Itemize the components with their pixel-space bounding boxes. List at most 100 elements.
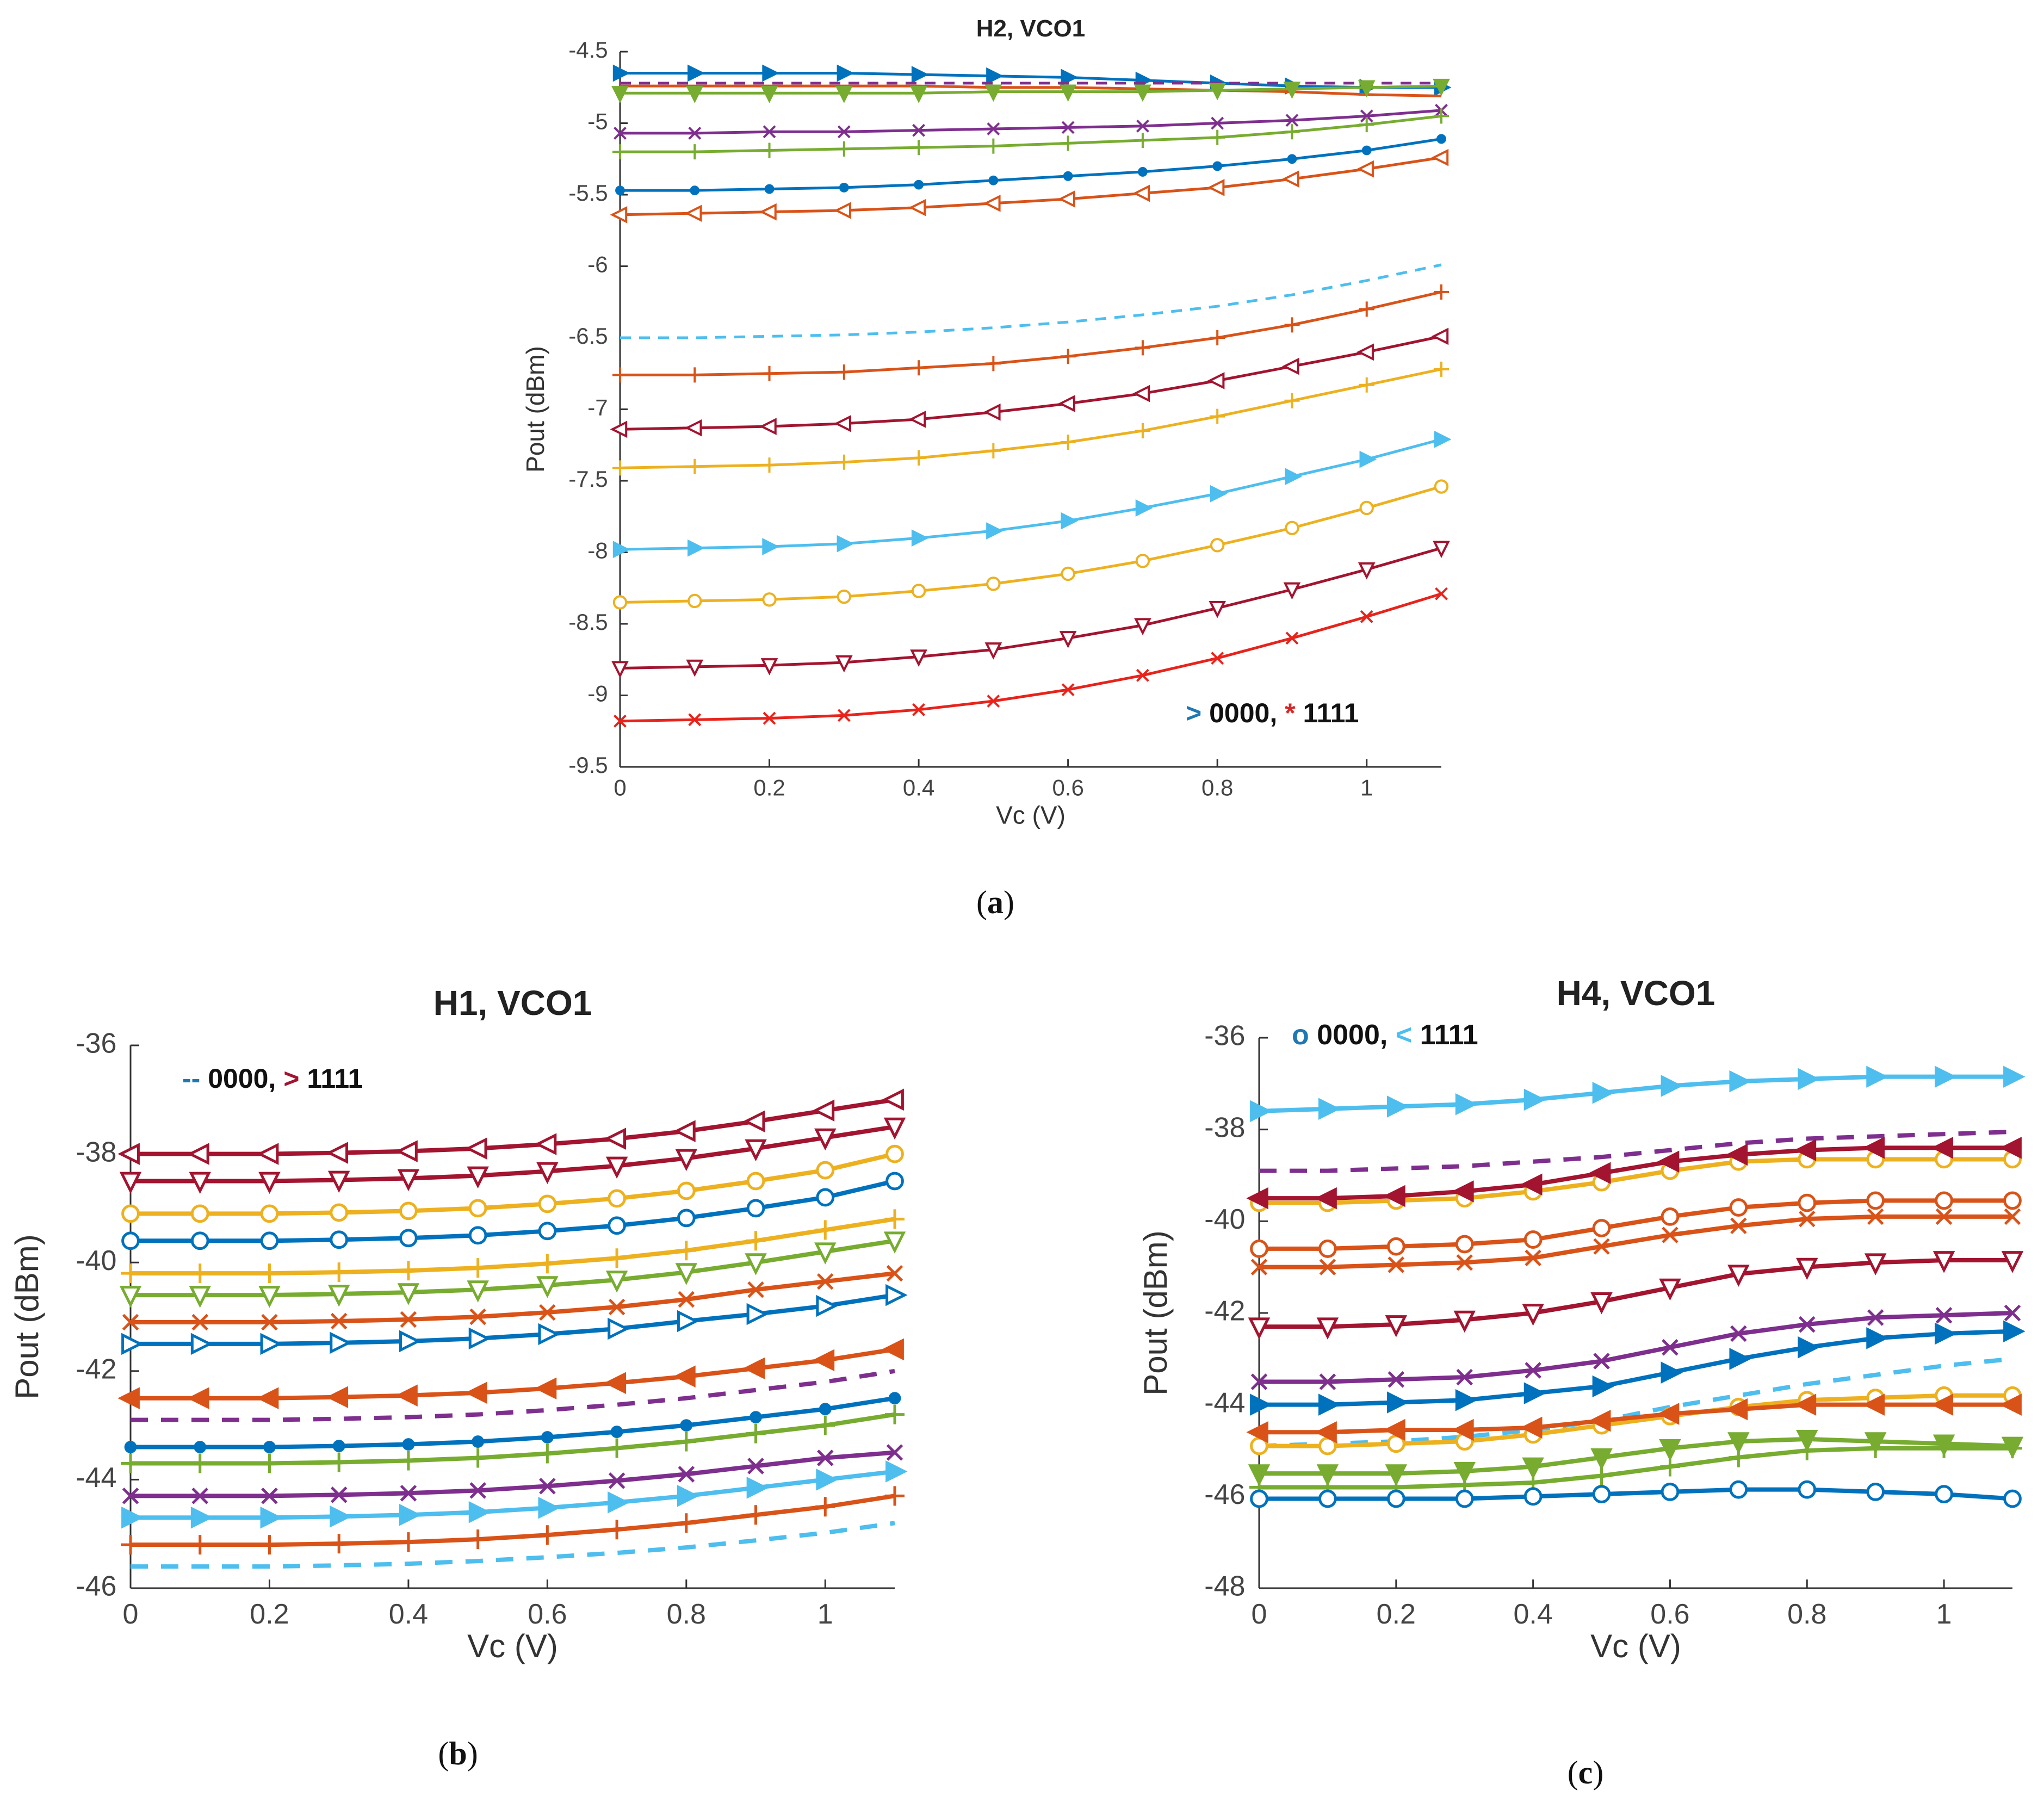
data-point bbox=[1246, 1421, 1268, 1444]
data-point bbox=[1318, 1489, 1337, 1508]
data-point bbox=[1061, 512, 1079, 530]
series-1111 bbox=[614, 587, 1448, 728]
panel-b: -36 -38 -40 -42 -44 -46 0 0.2 0.4 0.6 0.8 1 H1, VCO1… bbox=[0, 925, 1023, 1809]
data-point bbox=[537, 1254, 558, 1274]
y-tick-label: -42 bbox=[76, 1354, 116, 1385]
data-point bbox=[760, 658, 778, 676]
data-point bbox=[686, 86, 704, 103]
data-point bbox=[1798, 1480, 1817, 1499]
data-point bbox=[119, 1172, 142, 1194]
data-point bbox=[763, 125, 776, 139]
data-point bbox=[687, 64, 705, 82]
data-point bbox=[1316, 1464, 1339, 1486]
data-point bbox=[1866, 1191, 1885, 1210]
data-point bbox=[1281, 170, 1299, 188]
data-point bbox=[677, 1209, 696, 1228]
data-point bbox=[121, 1507, 144, 1529]
data-point bbox=[747, 1458, 764, 1475]
y-tick-label: -46 bbox=[1204, 1479, 1245, 1510]
data-point bbox=[1060, 349, 1076, 364]
series-line bbox=[131, 1521, 895, 1569]
caption-c: (c) bbox=[1567, 1755, 1604, 1791]
data-point bbox=[677, 1485, 699, 1507]
series-purple-x bbox=[1250, 1304, 2021, 1390]
data-point bbox=[261, 1314, 278, 1331]
data-point bbox=[1283, 582, 1301, 600]
data-point bbox=[191, 1314, 208, 1331]
data-point bbox=[608, 1317, 630, 1340]
series-line bbox=[620, 592, 1442, 723]
data-point bbox=[836, 454, 852, 470]
series-line bbox=[1259, 1487, 2013, 1501]
data-point bbox=[469, 1308, 486, 1325]
data-point bbox=[1862, 1137, 1885, 1159]
data-point bbox=[1799, 1316, 1816, 1333]
data-point bbox=[1523, 1487, 1543, 1506]
data-point bbox=[614, 126, 627, 140]
data-point bbox=[122, 1488, 139, 1504]
x-tick-label: 0.8 bbox=[1787, 1599, 1826, 1630]
data-point bbox=[610, 1426, 623, 1438]
data-point bbox=[465, 1137, 487, 1160]
data-point bbox=[1250, 1100, 1272, 1123]
data-point bbox=[1360, 109, 1373, 123]
legend-marker-1111: * bbox=[1285, 698, 1303, 728]
legend-note: -- 0000, > 1111 bbox=[182, 1063, 363, 1094]
data-point bbox=[1359, 450, 1377, 468]
data-point bbox=[883, 1117, 906, 1140]
series-orange-left bbox=[610, 148, 1449, 224]
y-tick-label: -46 bbox=[76, 1571, 116, 1602]
data-point bbox=[1386, 1391, 1409, 1414]
series-0000 bbox=[1250, 1480, 2022, 1508]
series-line bbox=[1259, 1129, 2013, 1173]
data-point bbox=[1385, 1315, 1408, 1337]
series-1111 bbox=[1250, 1065, 2026, 1123]
data-point bbox=[987, 122, 1000, 135]
data-point bbox=[329, 1262, 349, 1283]
series-line bbox=[1259, 1074, 2012, 1113]
x-tick-label: 1 bbox=[1360, 775, 1373, 801]
data-point bbox=[986, 67, 1004, 85]
data-point bbox=[1248, 1317, 1271, 1340]
data-point bbox=[684, 419, 702, 437]
data-point bbox=[986, 522, 1004, 540]
data-point bbox=[815, 1497, 835, 1517]
data-point bbox=[759, 418, 777, 435]
series-cyan-dashed bbox=[620, 263, 1442, 339]
data-point bbox=[400, 1485, 417, 1502]
data-point bbox=[814, 1128, 837, 1151]
data-point bbox=[539, 1304, 556, 1321]
data-point bbox=[191, 1488, 208, 1504]
data-point bbox=[687, 593, 702, 609]
series-darkred-left bbox=[1246, 1137, 2022, 1210]
data-point bbox=[330, 1486, 348, 1503]
data-point bbox=[259, 1263, 280, 1284]
series-line bbox=[131, 1494, 895, 1547]
data-point bbox=[1434, 479, 1449, 494]
data-point bbox=[1210, 485, 1228, 503]
data-point bbox=[194, 1441, 207, 1453]
data-point bbox=[1934, 1438, 1954, 1458]
data-point bbox=[1525, 1249, 1541, 1267]
data-point bbox=[1433, 541, 1450, 559]
x-tick-label: 0.4 bbox=[903, 775, 934, 801]
x-tick-label: 0 bbox=[123, 1599, 139, 1630]
data-point bbox=[2003, 1065, 2026, 1088]
data-point bbox=[678, 1291, 695, 1308]
y-tick-label: -48 bbox=[1204, 1571, 1245, 1602]
series-line bbox=[131, 1271, 895, 1324]
data-point bbox=[190, 1535, 210, 1555]
data-point bbox=[882, 1088, 904, 1111]
data-point bbox=[910, 649, 927, 667]
series-purple-x bbox=[122, 1444, 903, 1504]
data-point bbox=[1386, 1237, 1405, 1256]
x-tick-label: 0.4 bbox=[389, 1599, 428, 1630]
legend-marker-0000: -- bbox=[182, 1063, 208, 1094]
data-point bbox=[1661, 1075, 1683, 1097]
caption-b: (b) bbox=[438, 1736, 478, 1771]
y-tick-label: -8.5 bbox=[568, 609, 608, 635]
data-point bbox=[1661, 1483, 1680, 1501]
data-point bbox=[538, 1497, 560, 1519]
y-tick-label: -9.5 bbox=[568, 752, 608, 778]
data-point bbox=[190, 1204, 209, 1223]
